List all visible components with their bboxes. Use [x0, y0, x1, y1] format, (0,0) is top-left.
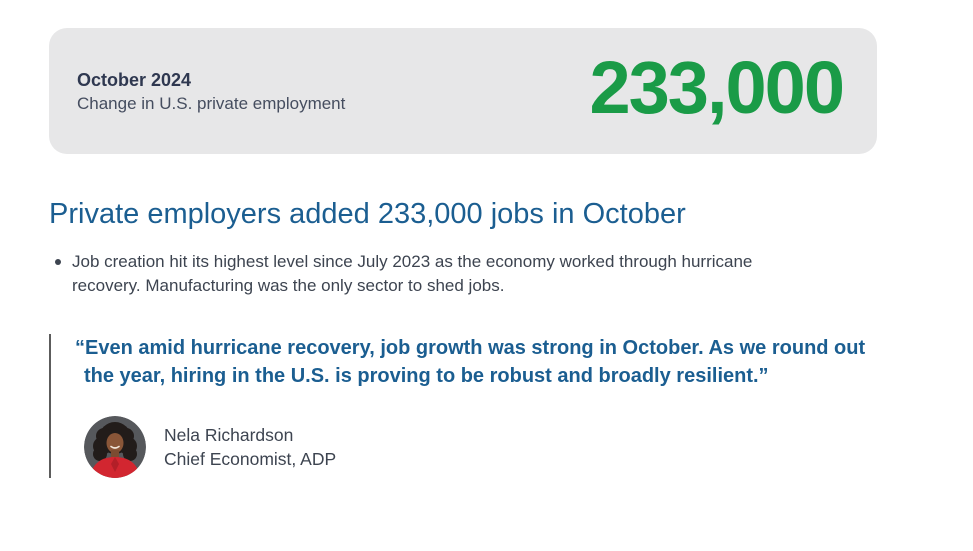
attribution-text: Nela Richardson Chief Economist, ADP [164, 423, 336, 471]
page-title: Private employers added 233,000 jobs in … [49, 198, 686, 230]
report-period: October 2024 [77, 69, 192, 90]
report-metric-label: Change in U.S. private employment [77, 93, 346, 113]
key-point-text: Job creation hit its highest level since… [72, 252, 753, 295]
economist-quote-section: “Even amid hurricane recovery, job growt… [49, 334, 889, 478]
quote-text: “Even amid hurricane recovery, job growt… [75, 337, 866, 387]
key-points-list: Job creation hit its highest level since… [49, 250, 839, 298]
quote-attribution: Nela Richardson Chief Economist, ADP [84, 416, 889, 478]
key-point-item: Job creation hit its highest level since… [49, 250, 824, 298]
avatar-portrait-graphic [84, 416, 146, 478]
quote-author-name: Nela Richardson [164, 425, 294, 445]
employment-summary-card: October 2024 Change in U.S. private empl… [49, 28, 877, 154]
quote-author-role: Chief Economist, ADP [164, 449, 337, 469]
summary-card-text: October 2024 Change in U.S. private empl… [77, 68, 345, 115]
jobs-added-value: 233,000 [589, 46, 845, 129]
nela-richardson-avatar [84, 416, 146, 478]
bullet-dot [55, 259, 61, 265]
